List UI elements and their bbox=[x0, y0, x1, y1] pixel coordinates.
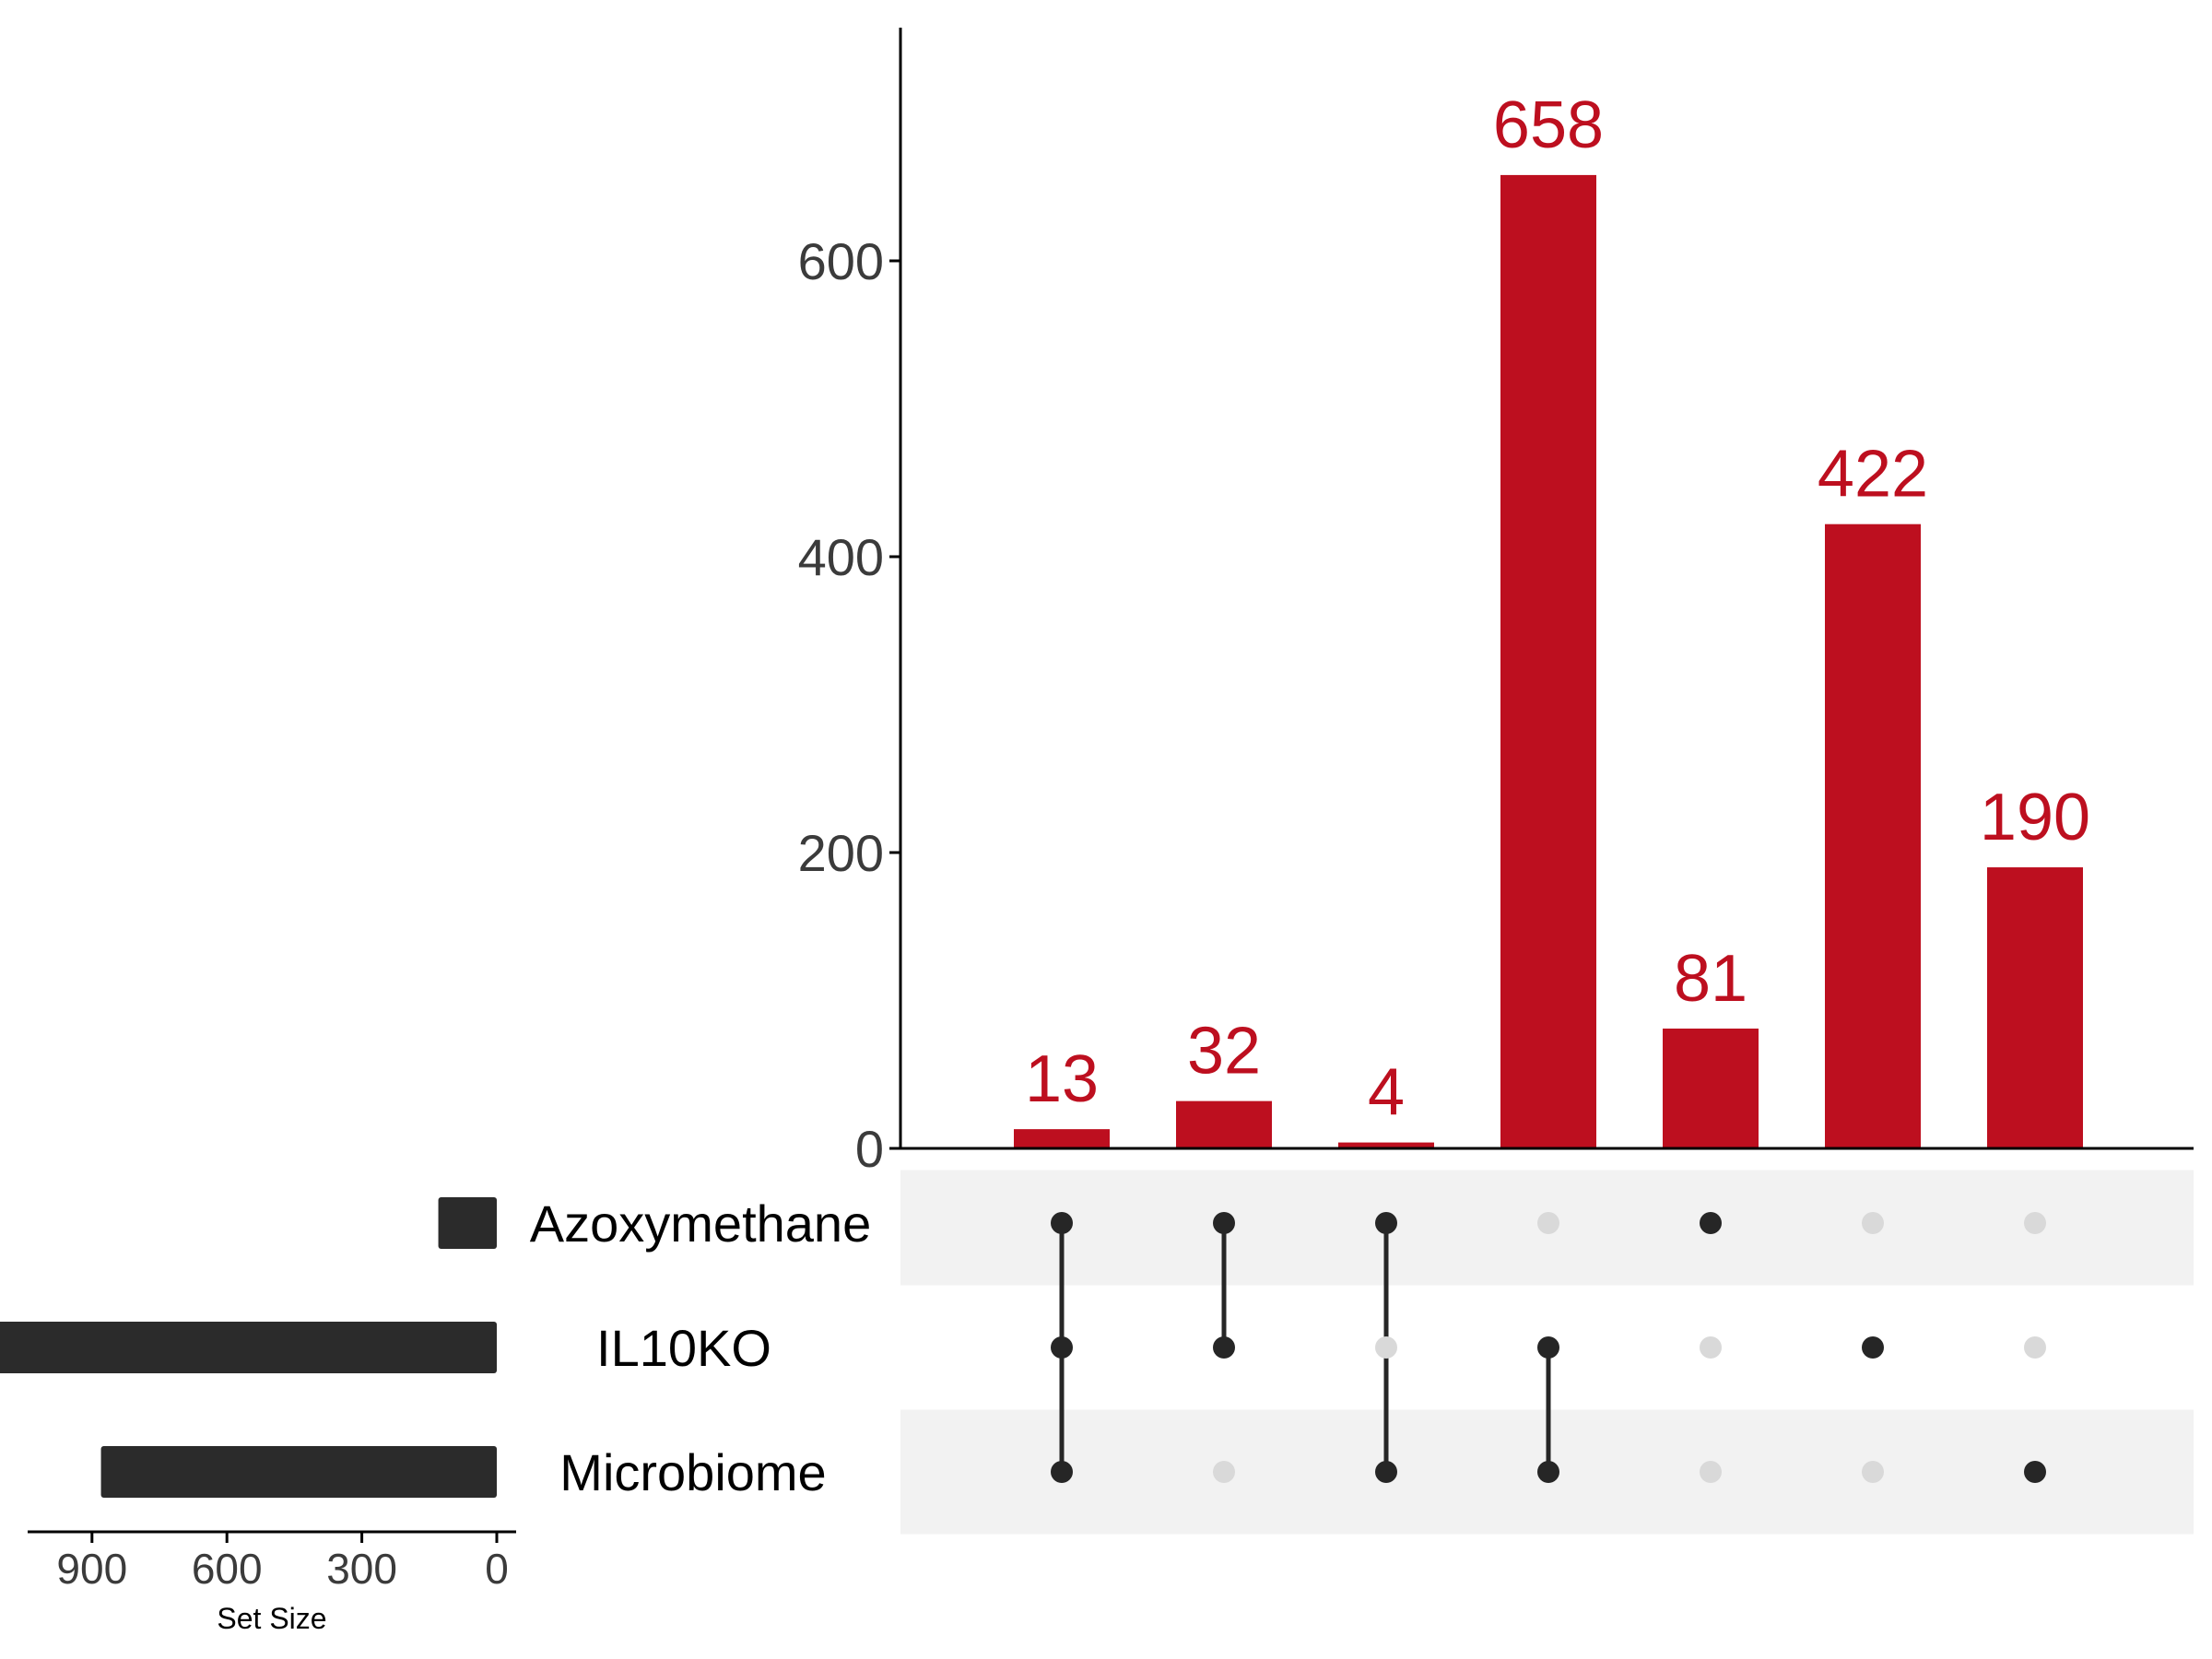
intersection-bar bbox=[1338, 1142, 1434, 1148]
matrix-dot-active bbox=[1375, 1212, 1397, 1234]
intersection-bar bbox=[1663, 1028, 1759, 1148]
bar-value-label: 4 bbox=[1368, 1056, 1405, 1130]
matrix-dot-active bbox=[2024, 1461, 2046, 1483]
set-size-bars bbox=[0, 1197, 497, 1498]
set-name-labels: Azoxymethane IL10KO Microbiome bbox=[530, 1194, 871, 1501]
matrix-dot-active bbox=[1051, 1461, 1073, 1483]
matrix-dot-inactive bbox=[1862, 1212, 1884, 1234]
set-size-tick-label: 0 bbox=[485, 1545, 509, 1593]
set-size-bar bbox=[438, 1197, 497, 1249]
set-size-tick-label: 900 bbox=[56, 1545, 127, 1593]
set-label: Microbiome bbox=[559, 1443, 826, 1501]
matrix-dot-inactive bbox=[1213, 1461, 1235, 1483]
matrix-dot-inactive bbox=[2024, 1212, 2046, 1234]
intersection-bar bbox=[1014, 1129, 1110, 1148]
matrix-dot-inactive bbox=[1375, 1336, 1397, 1359]
intersection-bars bbox=[1014, 174, 2083, 1148]
intersection-bar bbox=[1500, 174, 1596, 1148]
intersection-bar bbox=[1987, 867, 2083, 1148]
intersection-bar bbox=[1176, 1100, 1272, 1148]
bar-value-label: 13 bbox=[1025, 1042, 1099, 1116]
matrix-dot-active bbox=[1213, 1212, 1235, 1234]
intersection-matrix bbox=[1051, 1212, 2046, 1483]
set-size-bar bbox=[0, 1322, 497, 1373]
matrix-dot-active bbox=[1375, 1461, 1397, 1483]
bar-value-label: 190 bbox=[1980, 781, 2090, 854]
set-size-tick-label: 600 bbox=[192, 1545, 263, 1593]
y-tick-label: 400 bbox=[798, 528, 884, 586]
bar-value-label: 32 bbox=[1187, 1015, 1261, 1088]
y-tick-label: 0 bbox=[855, 1120, 884, 1178]
intersection-value-labels: 13 32 4 658 81 422 190 bbox=[1025, 88, 2090, 1130]
matrix-dot-active bbox=[1537, 1336, 1559, 1359]
matrix-dot-inactive bbox=[1700, 1461, 1722, 1483]
matrix-dot-inactive bbox=[2024, 1336, 2046, 1359]
set-label: Azoxymethane bbox=[530, 1194, 871, 1253]
matrix-dot-active bbox=[1051, 1212, 1073, 1234]
bar-value-label: 81 bbox=[1674, 942, 1747, 1016]
matrix-dot-active bbox=[1862, 1336, 1884, 1359]
matrix-dot-inactive bbox=[1700, 1336, 1722, 1359]
set-size-axis: Set Size 900 600 300 0 bbox=[28, 1530, 516, 1635]
matrix-dot-active bbox=[1051, 1336, 1073, 1359]
matrix-dot-active bbox=[1700, 1212, 1722, 1234]
set-label: IL10KO bbox=[596, 1319, 771, 1377]
set-size-bar bbox=[100, 1446, 497, 1498]
intersection-bar bbox=[1825, 524, 1921, 1148]
set-size-tick-label: 300 bbox=[326, 1545, 397, 1593]
matrix-dot-active bbox=[1213, 1336, 1235, 1359]
set-size-axis-title: Set Size bbox=[217, 1602, 326, 1635]
matrix-dot-inactive bbox=[1537, 1212, 1559, 1234]
y-tick-label: 200 bbox=[798, 824, 884, 882]
bar-value-label: 422 bbox=[1818, 438, 1928, 512]
matrix-dot-active bbox=[1537, 1461, 1559, 1483]
bar-value-label: 658 bbox=[1493, 88, 1604, 162]
matrix-dot-inactive bbox=[1862, 1461, 1884, 1483]
y-tick-label: 600 bbox=[798, 232, 884, 290]
intersection-y-axis: 0 200 400 600 bbox=[798, 28, 2194, 1178]
